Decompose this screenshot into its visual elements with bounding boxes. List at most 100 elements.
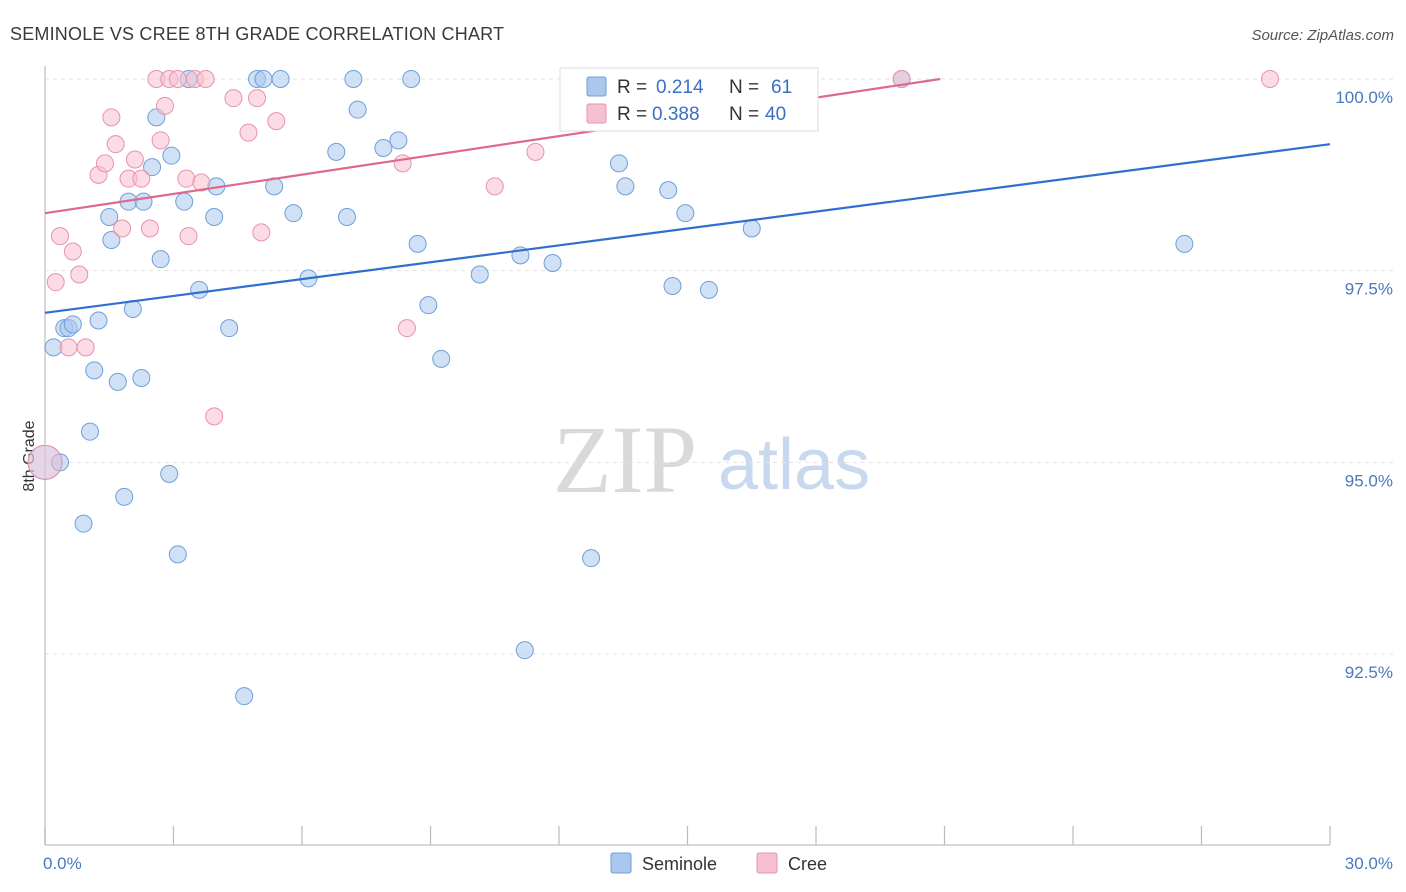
seminole-point-50	[543, 254, 562, 272]
cree-point-24	[192, 173, 211, 192]
seminole-point-26	[190, 280, 209, 299]
seminole-point-46	[432, 349, 451, 368]
cree-point-39	[1261, 70, 1280, 88]
seminole-point-16	[132, 369, 151, 387]
cree-point-5	[70, 265, 89, 284]
cree-point-30	[252, 223, 271, 242]
seminole-point-42	[389, 131, 408, 150]
seminole-point-8	[89, 311, 108, 330]
y-tick-label-2: 97.5%	[1345, 280, 1393, 299]
x-tick-label-0: 0.0%	[43, 854, 82, 873]
cree-point-6	[76, 338, 95, 357]
seminole-point-38	[337, 208, 356, 226]
seminole-point-49	[515, 641, 534, 660]
seminole-point-35	[284, 204, 303, 223]
cree-point-20	[168, 70, 187, 88]
seminole-point-13	[115, 487, 134, 506]
seminole-point-32	[254, 70, 273, 88]
seminole-point-10	[100, 208, 119, 226]
cree-point-9	[102, 108, 121, 127]
seminole-point-27	[205, 208, 224, 226]
cree-point-15	[140, 219, 159, 238]
series-legend-seminole-label: Seminole	[642, 854, 717, 874]
seminole-point-30	[235, 687, 254, 706]
seminole-point-39	[344, 70, 363, 88]
seminole-point-47	[470, 265, 489, 284]
cree-point-34	[485, 177, 504, 196]
seminole-point-24	[175, 192, 194, 211]
seminole-point-6	[80, 422, 99, 441]
seminole-point-55	[663, 277, 682, 295]
seminole-point-51	[582, 549, 601, 568]
y-tick-label-0: 92.5%	[1345, 663, 1393, 682]
cree-point-0	[27, 444, 63, 480]
watermark-zip: ZIP	[553, 406, 697, 513]
seminole-point-54	[659, 181, 678, 200]
x-tick-label-1: 30.0%	[1345, 854, 1393, 873]
scatter-points	[27, 70, 1280, 706]
seminole-point-44	[408, 234, 427, 253]
y-tick-label-1: 95.0%	[1345, 471, 1393, 490]
seminole-point-58	[742, 219, 761, 238]
cree-point-2	[50, 227, 69, 246]
cree-point-29	[248, 89, 267, 108]
cree-point-25	[196, 70, 215, 88]
cree-point-14	[132, 169, 151, 188]
stats-legend-cree-r-value: 0.388	[652, 104, 700, 125]
seminole-point-18	[143, 158, 162, 177]
seminole-point-60	[1175, 234, 1194, 253]
cree-point-26	[205, 407, 224, 426]
seminole-point-5	[63, 315, 82, 334]
y-tick-label-3: 100.0%	[1335, 88, 1393, 107]
chart-title: SEMINOLE VS CREE 8TH GRADE CORRELATION C…	[10, 24, 504, 44]
stats-legend-cree-r-label: R =	[617, 104, 647, 125]
stats-legend-cree-n-value: 40	[765, 104, 786, 125]
seminole-point-43	[402, 70, 421, 88]
stats-legend-seminole-r-label: R =	[617, 77, 647, 98]
seminole-point-21	[160, 464, 179, 483]
cree-point-28	[239, 123, 258, 142]
seminole-point-9	[74, 514, 93, 533]
cree-point-27	[224, 89, 243, 108]
axes	[44, 66, 1331, 846]
cree-point-8	[95, 154, 114, 173]
cree-point-18	[155, 96, 174, 115]
seminole-point-57	[699, 280, 718, 299]
seminole-point-41	[374, 139, 393, 157]
seminole-point-7	[85, 361, 104, 380]
seminole-point-11	[102, 231, 121, 249]
x-tick-labels: 0.0% 30.0%	[43, 854, 1393, 873]
stats-legend-seminole-n-value: 61	[771, 77, 792, 98]
series-legend-cree-swatch	[756, 852, 778, 874]
seminole-point-1	[44, 338, 63, 357]
seminole-point-22	[162, 146, 181, 165]
seminole-point-34	[271, 70, 290, 88]
seminole-point-40	[348, 100, 367, 119]
seminole-trend-line	[44, 143, 1331, 314]
cree-point-3	[59, 338, 78, 357]
stats-legend: R = 0.214 N = 61 R = 0.388 N = 40	[559, 67, 819, 132]
seminole-point-56	[676, 204, 695, 223]
seminole-point-23	[168, 545, 187, 564]
stats-legend-cree-n-label: N =	[729, 104, 759, 125]
cree-point-1	[46, 273, 65, 292]
cree-point-21	[177, 169, 196, 188]
cree-point-13	[125, 150, 144, 169]
gridlines	[45, 78, 1395, 655]
cree-point-22	[179, 227, 198, 246]
seminole-point-53	[616, 177, 635, 196]
seminole-point-17	[134, 192, 153, 211]
cree-point-11	[113, 219, 132, 238]
series-legend-cree-label: Cree	[788, 854, 827, 874]
watermark-atlas: atlas	[718, 425, 870, 505]
chart-source: Source: ZipAtlas.com	[1251, 27, 1394, 44]
series-legend: Seminole Cree	[610, 852, 827, 874]
stats-legend-seminole-r-value: 0.214	[656, 77, 704, 98]
cree-point-17	[151, 131, 170, 150]
cree-point-4	[63, 242, 82, 261]
series-legend-seminole-swatch	[610, 852, 632, 874]
seminole-point-37	[327, 142, 346, 161]
cree-point-33	[397, 319, 416, 338]
cree-point-31	[267, 112, 286, 131]
cree-point-35	[526, 142, 545, 161]
